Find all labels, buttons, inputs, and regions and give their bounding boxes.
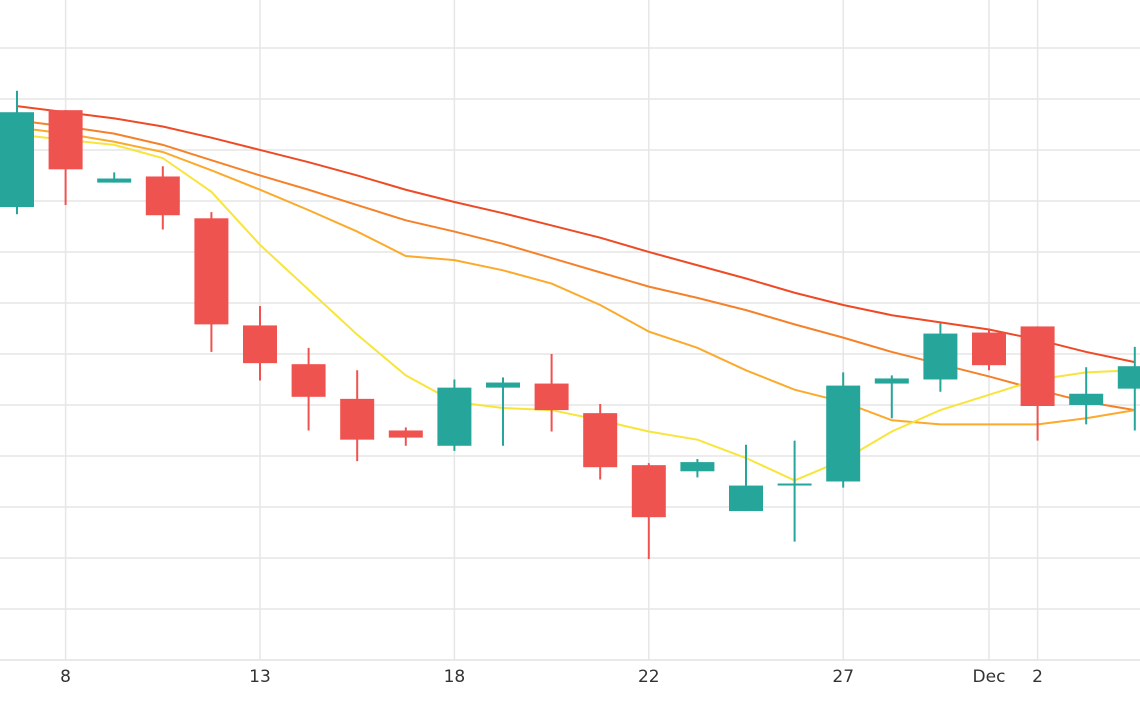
candle-body — [48, 110, 83, 170]
moving-average-line — [16, 105, 1136, 364]
x-tick-label: 27 — [832, 667, 854, 687]
x-tick-label: 18 — [444, 667, 466, 687]
candle-body — [583, 413, 618, 468]
candle-body — [243, 325, 277, 364]
candle-body — [680, 462, 715, 472]
x-tick-label: Dec — [973, 667, 1006, 687]
candle-body — [340, 398, 375, 440]
candle-body — [631, 465, 666, 518]
candle-body — [1117, 366, 1140, 389]
candle-body — [291, 364, 326, 397]
x-tick-label: 13 — [249, 667, 271, 687]
candle-body — [923, 333, 958, 380]
candle-body — [972, 332, 1006, 366]
candle-body — [729, 485, 763, 512]
candle-body — [97, 178, 132, 183]
candle-body — [437, 387, 472, 446]
candle-body — [0, 112, 34, 208]
x-tick-label: 2 — [1032, 667, 1043, 687]
x-tick-label: 8 — [60, 667, 71, 687]
moving-average-line — [16, 119, 1135, 412]
candle-body — [826, 385, 861, 482]
candle-body — [194, 218, 229, 325]
candle-body — [1020, 326, 1055, 406]
candle-body — [388, 430, 423, 438]
candle-body — [1069, 393, 1104, 405]
candle-body — [534, 383, 569, 411]
candle-body — [874, 378, 909, 384]
moving-average-line — [16, 133, 1135, 482]
candle-body — [777, 483, 812, 486]
moving-average-line — [16, 126, 1135, 426]
candle-body — [486, 382, 520, 388]
candle-body — [145, 176, 180, 216]
x-tick-label: 22 — [638, 667, 660, 687]
